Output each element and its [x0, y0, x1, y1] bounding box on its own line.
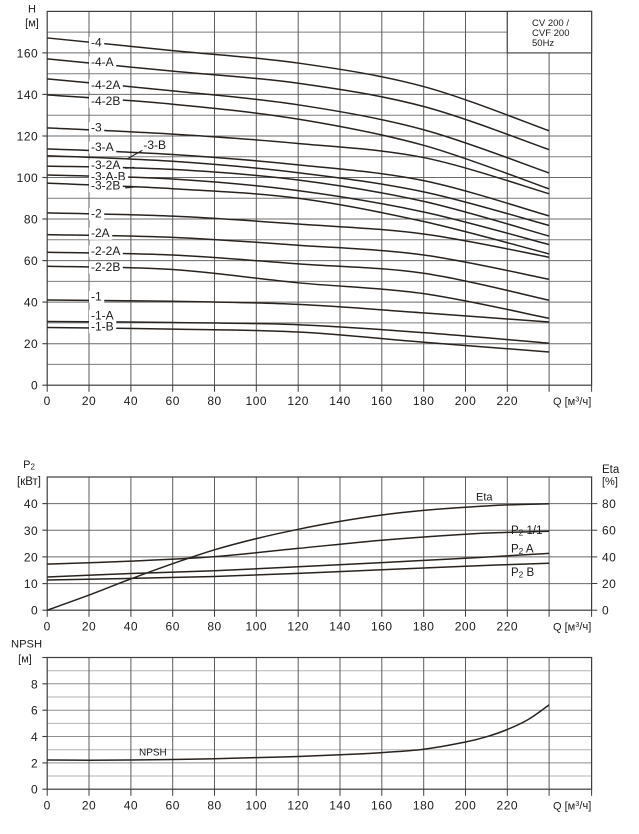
svg-text:CVF 200: CVF 200: [532, 28, 570, 39]
svg-text:120: 120: [287, 620, 309, 634]
svg-text:120: 120: [287, 799, 309, 813]
svg-text:20: 20: [82, 394, 96, 408]
svg-text:-2A: -2A: [91, 226, 110, 240]
svg-text:-1-B: -1-B: [91, 320, 114, 334]
svg-text:120: 120: [287, 394, 309, 408]
svg-text:-1-A: -1-A: [91, 309, 114, 323]
svg-text:120: 120: [17, 130, 39, 144]
svg-text:-3-A-B: -3-A-B: [91, 169, 126, 183]
svg-text:P2 1/1: P2 1/1: [511, 525, 542, 538]
svg-text:8: 8: [31, 677, 38, 691]
svg-text:80: 80: [602, 497, 616, 511]
svg-text:160: 160: [371, 620, 393, 634]
svg-text:60: 60: [166, 799, 180, 813]
svg-text:-4-2A: -4-2A: [91, 78, 120, 92]
svg-text:140: 140: [329, 620, 351, 634]
svg-text:180: 180: [413, 620, 435, 634]
svg-text:0: 0: [44, 620, 51, 634]
svg-text:10: 10: [24, 577, 38, 591]
svg-text:[кВт]: [кВт]: [17, 476, 41, 488]
svg-text:80: 80: [207, 620, 221, 634]
svg-text:80: 80: [207, 799, 221, 813]
svg-text:220: 220: [497, 620, 519, 634]
svg-text:Q [м3/ч]: Q [м3/ч]: [553, 620, 591, 634]
svg-text:160: 160: [371, 799, 393, 813]
svg-text:140: 140: [329, 394, 351, 408]
svg-text:-3-2B: -3-2B: [91, 179, 120, 193]
svg-text:180: 180: [413, 799, 435, 813]
svg-text:0: 0: [602, 604, 609, 618]
svg-text:P2: P2: [23, 459, 35, 472]
svg-text:0: 0: [44, 799, 51, 813]
svg-text:20: 20: [82, 799, 96, 813]
svg-text:[м]: [м]: [25, 18, 39, 30]
svg-text:2: 2: [31, 756, 38, 770]
svg-text:Eta: Eta: [476, 492, 493, 504]
svg-text:Eta: Eta: [602, 464, 620, 476]
svg-text:0: 0: [31, 783, 38, 797]
svg-text:-3-2A: -3-2A: [91, 158, 120, 172]
svg-text:40: 40: [124, 620, 138, 634]
svg-text:40: 40: [602, 550, 616, 564]
svg-text:NPSH: NPSH: [139, 748, 167, 759]
svg-text:100: 100: [17, 171, 39, 185]
svg-text:20: 20: [24, 337, 38, 351]
svg-text:P2 B: P2 B: [511, 567, 534, 580]
svg-text:-2-2A: -2-2A: [91, 244, 120, 258]
svg-text:180: 180: [413, 394, 435, 408]
svg-text:-4-A: -4-A: [91, 55, 114, 69]
svg-text:60: 60: [166, 620, 180, 634]
svg-text:200: 200: [455, 799, 477, 813]
svg-text:20: 20: [602, 577, 616, 591]
svg-text:-2: -2: [91, 207, 102, 221]
svg-text:20: 20: [24, 550, 38, 564]
svg-text:160: 160: [17, 46, 39, 60]
svg-text:40: 40: [124, 799, 138, 813]
svg-text:-4: -4: [91, 35, 102, 49]
svg-text:4: 4: [31, 730, 38, 744]
svg-text:-2-2B: -2-2B: [91, 260, 120, 274]
svg-text:200: 200: [455, 394, 477, 408]
svg-text:200: 200: [455, 620, 477, 634]
svg-text:60: 60: [602, 524, 616, 538]
svg-text:80: 80: [207, 394, 221, 408]
svg-text:40: 40: [24, 296, 38, 310]
svg-text:-1: -1: [91, 290, 102, 304]
svg-text:CV 200 /: CV 200 /: [532, 18, 569, 29]
svg-text:80: 80: [24, 213, 38, 227]
svg-text:60: 60: [166, 394, 180, 408]
svg-text:Q [м3/ч]: Q [м3/ч]: [553, 799, 591, 813]
svg-text:140: 140: [17, 88, 39, 102]
svg-text:40: 40: [24, 497, 38, 511]
svg-text:0: 0: [31, 379, 38, 393]
svg-text:40: 40: [124, 394, 138, 408]
svg-text:50Hz: 50Hz: [532, 38, 554, 49]
svg-text:220: 220: [497, 394, 519, 408]
svg-text:100: 100: [246, 620, 268, 634]
svg-text:6: 6: [31, 704, 38, 718]
svg-text:60: 60: [24, 254, 38, 268]
svg-text:0: 0: [31, 604, 38, 618]
svg-text:100: 100: [246, 394, 268, 408]
svg-text:-3-A: -3-A: [91, 140, 114, 154]
svg-text:20: 20: [82, 620, 96, 634]
svg-text:-3-B: -3-B: [143, 138, 166, 152]
svg-text:Q [м3/ч]: Q [м3/ч]: [553, 394, 591, 408]
svg-text:140: 140: [329, 799, 351, 813]
svg-text:P2 A: P2 A: [511, 543, 534, 556]
svg-text:220: 220: [497, 799, 519, 813]
svg-text:160: 160: [371, 394, 393, 408]
svg-text:100: 100: [246, 799, 268, 813]
svg-text:0: 0: [44, 394, 51, 408]
svg-text:-3: -3: [91, 121, 102, 135]
svg-text:[%]: [%]: [602, 476, 618, 488]
svg-text:NPSH: NPSH: [11, 639, 42, 651]
svg-text:-4-2B: -4-2B: [91, 94, 120, 108]
svg-text:H: H: [28, 4, 36, 16]
svg-text:30: 30: [24, 524, 38, 538]
svg-text:[м]: [м]: [18, 653, 32, 665]
